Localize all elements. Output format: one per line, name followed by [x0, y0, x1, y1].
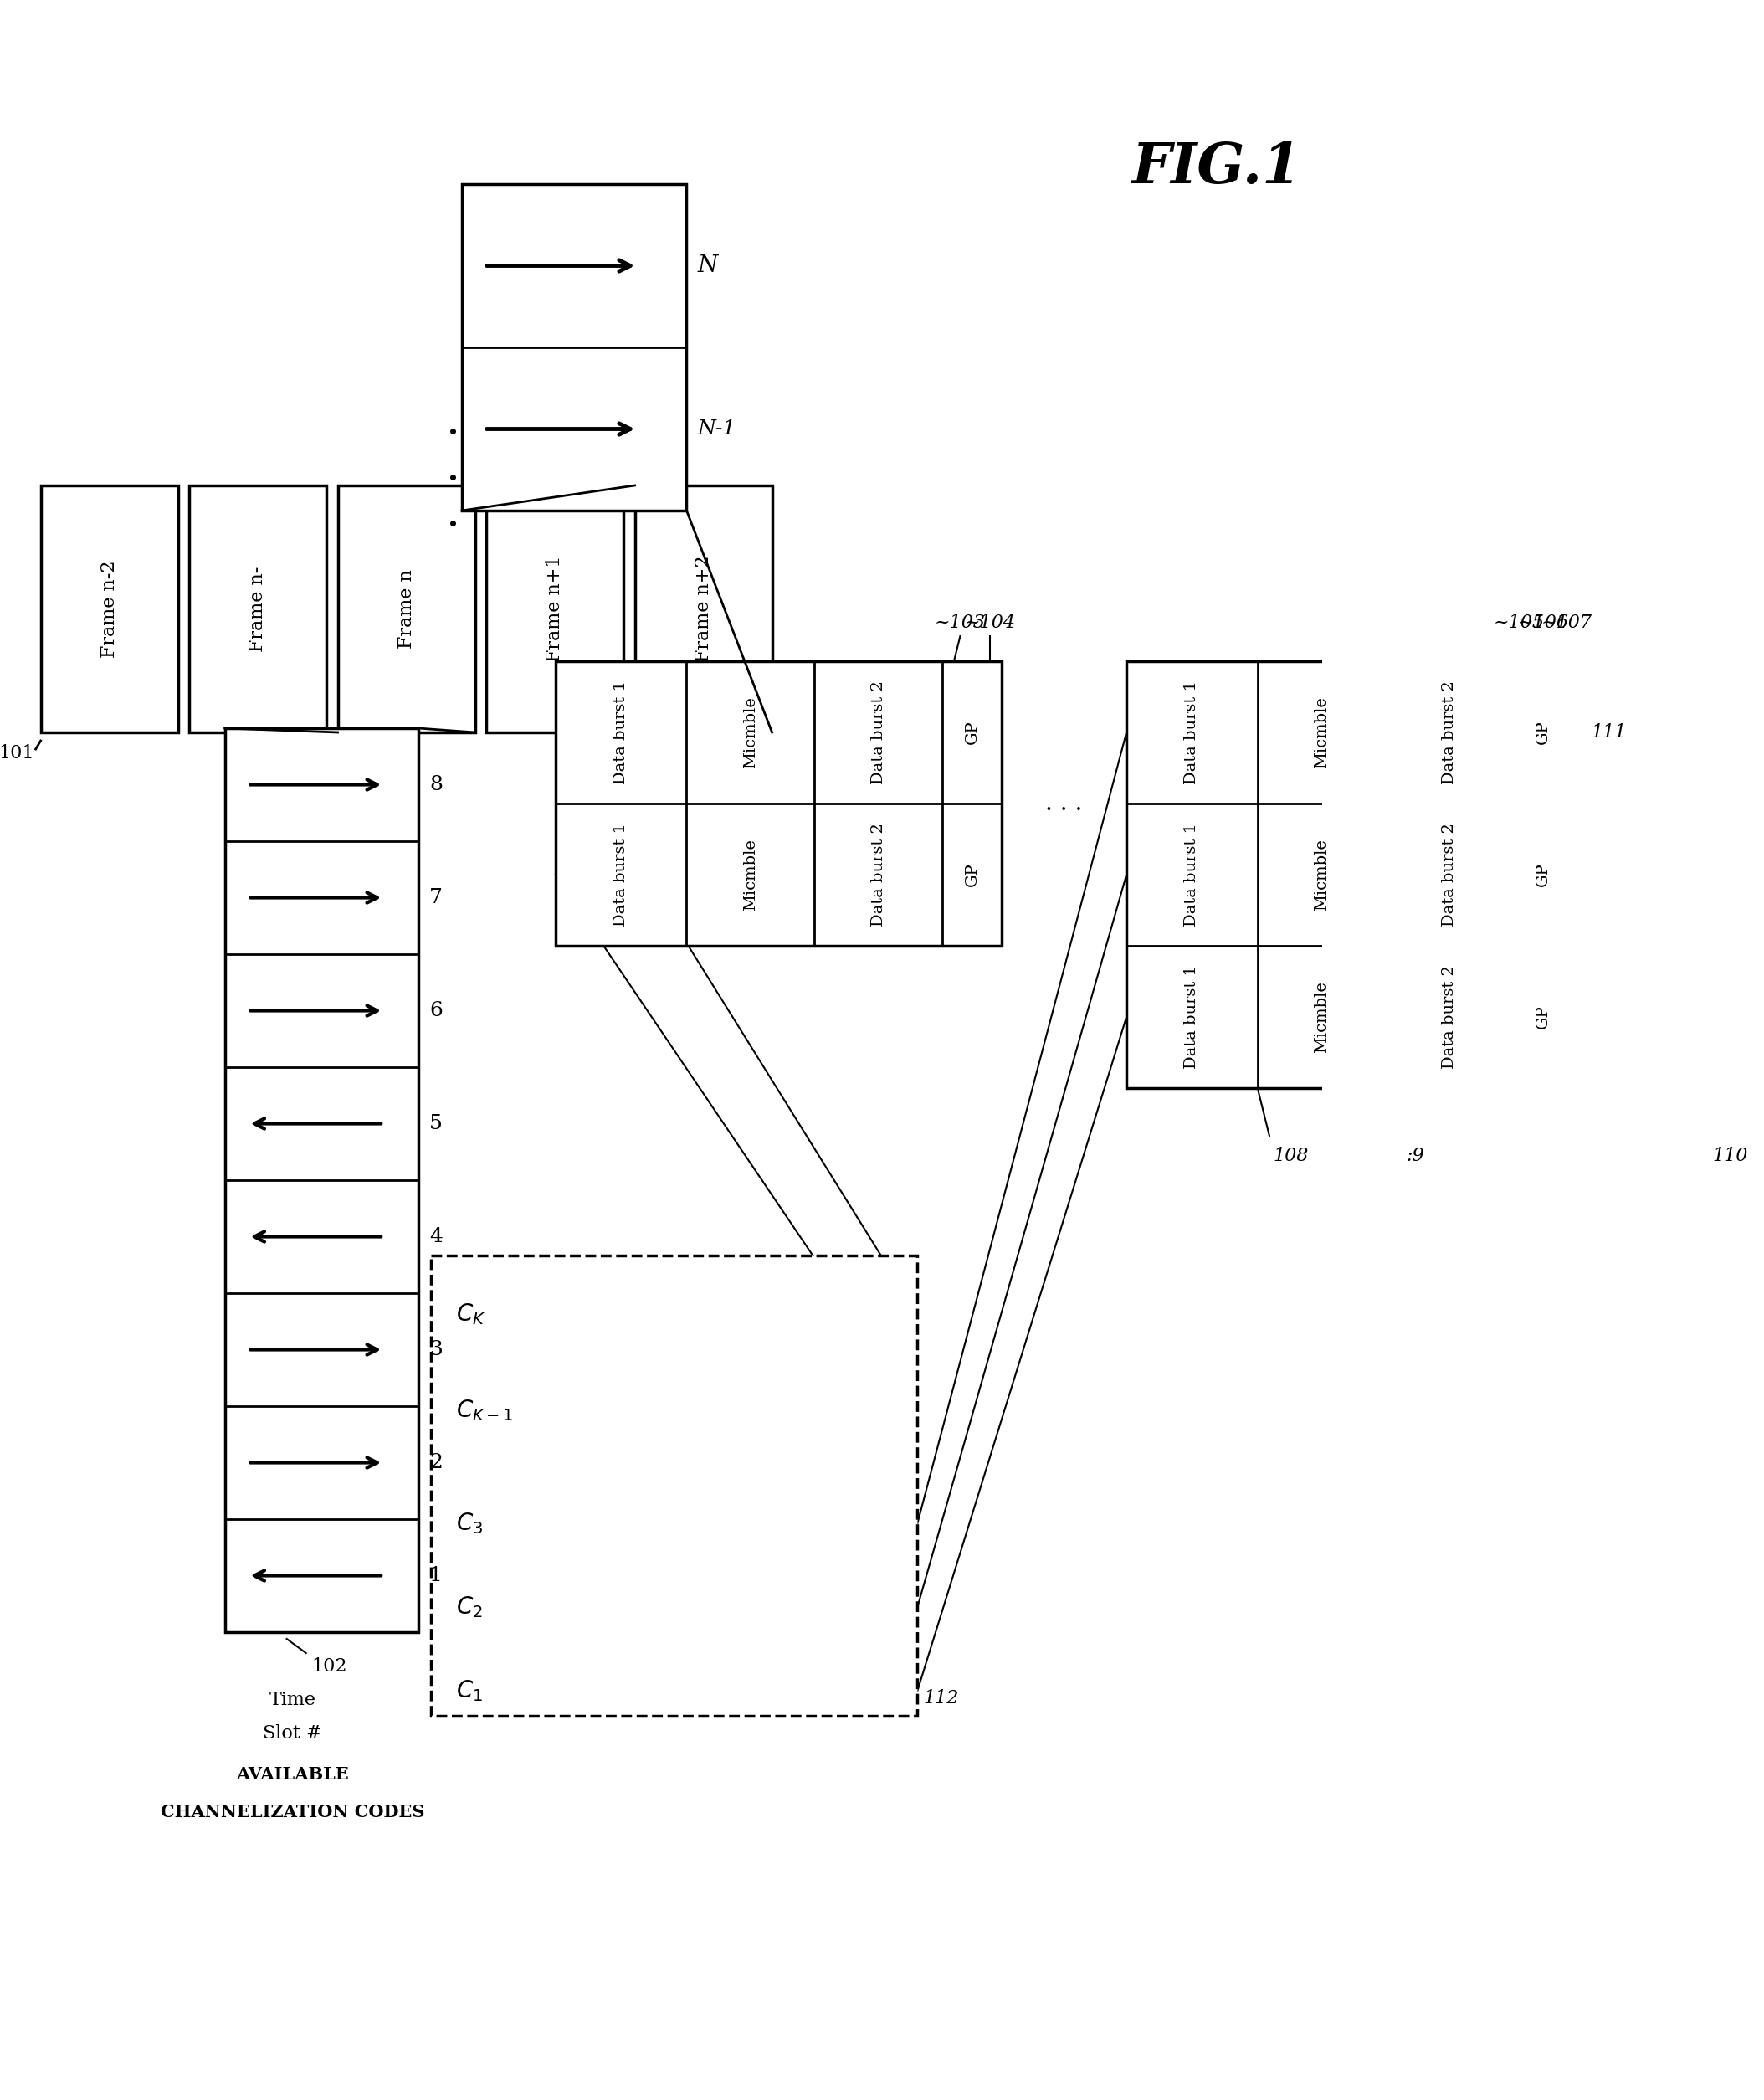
Text: N-1: N-1: [699, 420, 737, 439]
Text: Data burst 1: Data burst 1: [614, 823, 628, 926]
Text: 8: 8: [429, 775, 443, 794]
Text: Data burst 2: Data burst 2: [1441, 680, 1457, 783]
Bar: [430, 1256, 917, 1716]
Text: Micmble: Micmble: [1314, 838, 1328, 911]
Text: 3: 3: [429, 1340, 443, 1359]
Text: Data burst 2: Data burst 2: [1441, 966, 1457, 1069]
Text: 5: 5: [429, 1113, 443, 1134]
Bar: [556, 662, 1002, 945]
Text: Slot #: Slot #: [263, 1724, 323, 1743]
Bar: [224, 729, 418, 1632]
Bar: [462, 185, 686, 510]
Text: Data burst 1: Data burst 1: [1184, 680, 1200, 783]
Text: GP: GP: [965, 720, 979, 743]
Bar: [1127, 662, 1573, 1088]
Text: 110: 110: [1713, 1147, 1748, 1166]
Text: Data burst 2: Data burst 2: [871, 823, 886, 926]
Text: Micmble: Micmble: [743, 697, 759, 769]
Bar: [41, 485, 178, 733]
Text: Frame n-: Frame n-: [249, 567, 266, 651]
Text: GP: GP: [1535, 1006, 1551, 1029]
Text: FIG.1: FIG.1: [1132, 141, 1302, 195]
Text: Data burst 1: Data burst 1: [614, 680, 628, 783]
Text: ~105: ~105: [1494, 613, 1545, 632]
Text: $C_3$: $C_3$: [455, 1510, 483, 1535]
Text: GP: GP: [1535, 863, 1551, 886]
Text: 112: 112: [924, 1688, 960, 1707]
Text: CHANNELIZATION CODES: CHANNELIZATION CODES: [161, 1804, 425, 1821]
Bar: [337, 485, 475, 733]
Text: ~106: ~106: [1517, 613, 1568, 632]
Text: Data burst 1: Data burst 1: [1184, 823, 1200, 926]
Text: Frame n+1: Frame n+1: [545, 556, 564, 661]
Text: $C_K$: $C_K$: [455, 1302, 485, 1327]
Text: 1: 1: [429, 1567, 443, 1586]
Text: Data burst 2: Data burst 2: [1441, 823, 1457, 926]
Text: 111: 111: [1591, 722, 1626, 741]
Text: 108: 108: [1274, 1147, 1309, 1166]
Text: Micmble: Micmble: [743, 838, 759, 911]
Text: Micmble: Micmble: [1314, 697, 1328, 769]
Text: 6: 6: [429, 1002, 443, 1021]
Text: N: N: [699, 254, 718, 277]
Text: Frame n: Frame n: [397, 569, 416, 649]
Text: AVAILABLE: AVAILABLE: [236, 1766, 349, 1783]
Bar: [189, 485, 326, 733]
Text: ~107: ~107: [1542, 613, 1593, 632]
Text: GP: GP: [1535, 720, 1551, 743]
Text: 2: 2: [429, 1453, 443, 1472]
Text: Frame n-2: Frame n-2: [101, 561, 118, 657]
Bar: [487, 485, 623, 733]
Text: 102: 102: [312, 1657, 348, 1676]
Text: Frame n+2: Frame n+2: [695, 556, 713, 661]
Text: . . .: . . .: [1046, 792, 1083, 815]
Text: 101: 101: [0, 743, 35, 762]
Text: 4: 4: [429, 1226, 443, 1245]
Text: $C_{K-1}$: $C_{K-1}$: [455, 1399, 513, 1424]
Text: Data burst 1: Data burst 1: [1184, 966, 1200, 1069]
Text: Data burst 2: Data burst 2: [871, 680, 886, 783]
Text: ~103: ~103: [935, 613, 986, 632]
Text: Time: Time: [270, 1690, 316, 1709]
Text: GP: GP: [965, 863, 979, 886]
Text: $C_1$: $C_1$: [455, 1678, 482, 1703]
Text: $C_2$: $C_2$: [455, 1594, 482, 1619]
Text: 7: 7: [429, 888, 443, 907]
Text: Micmble: Micmble: [1314, 981, 1328, 1052]
Text: ~104: ~104: [965, 613, 1016, 632]
Bar: [635, 485, 773, 733]
Text: :9: :9: [1406, 1147, 1424, 1166]
